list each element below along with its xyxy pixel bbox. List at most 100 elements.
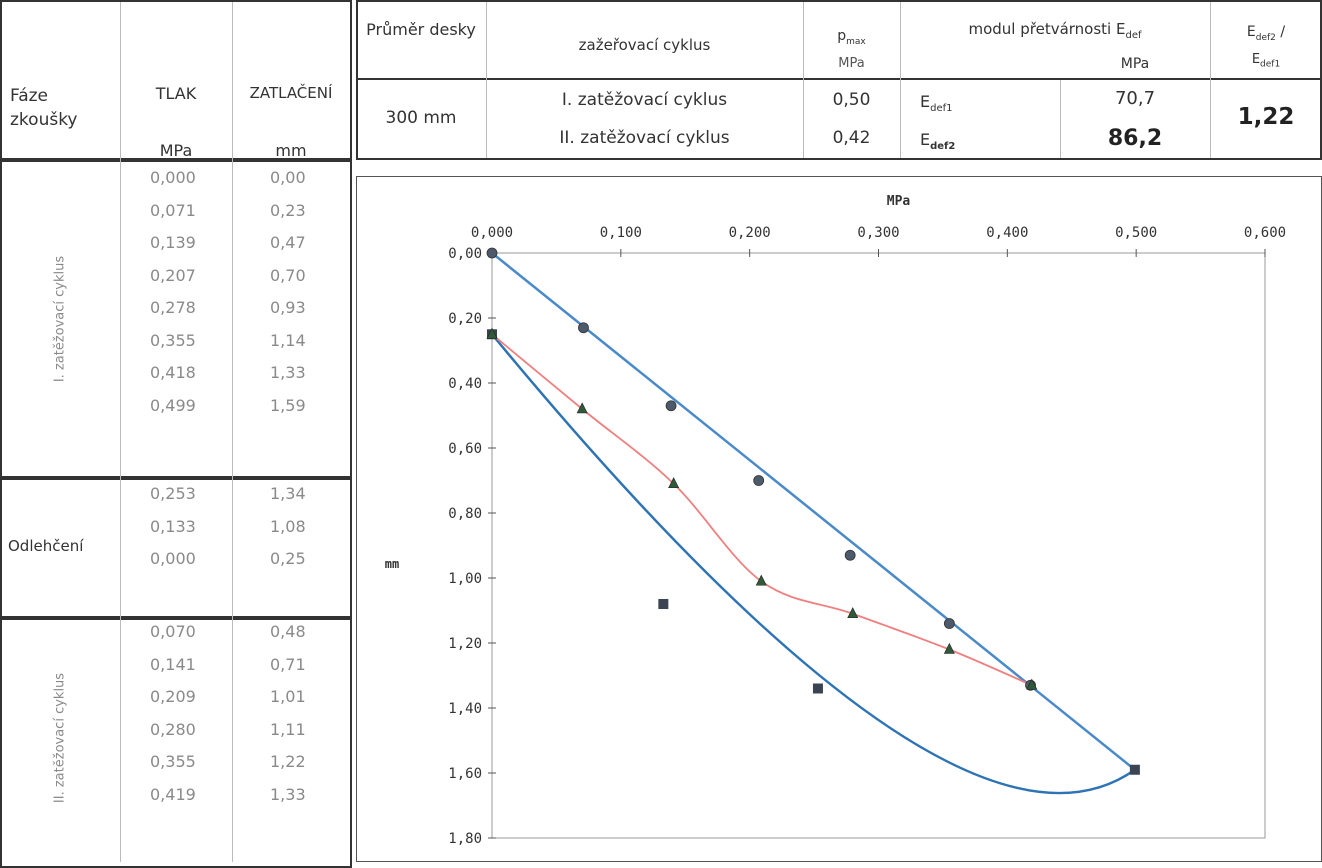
reload-point xyxy=(486,327,498,339)
pressure-unit: MPa xyxy=(159,141,193,160)
y-tick-label: 0,00 xyxy=(448,246,482,262)
x-tick-label: 0,200 xyxy=(729,225,771,241)
cycle1-name: I. zatěžovací cyklus xyxy=(561,90,728,110)
plate-header: Průměr desky xyxy=(366,20,476,39)
x-tick-label: 0,500 xyxy=(1115,225,1157,241)
table-cell-settlement: 1,34 xyxy=(270,484,306,503)
settlement-unit: mm xyxy=(275,141,307,160)
y-axis-label: mm xyxy=(385,557,399,571)
table-cell-pressure: 0,280 xyxy=(150,719,196,739)
table-cell-settlement: 1,11 xyxy=(270,719,306,739)
table-cell-settlement: 1,33 xyxy=(270,784,306,804)
table-cell-settlement: 0,00 xyxy=(270,168,306,187)
y-tick-label: 1,40 xyxy=(448,701,482,717)
pmax1-value: 0,50 xyxy=(832,90,871,110)
x-tick-label: 0,000 xyxy=(471,225,513,241)
load-point xyxy=(844,549,856,561)
load-point xyxy=(665,400,677,412)
x-tick-label: 0,100 xyxy=(600,225,642,241)
y-tick-label: 1,20 xyxy=(448,636,482,652)
unloading-curve xyxy=(491,333,1136,795)
plate-value: 300 mm xyxy=(385,108,457,128)
ratio-header-den: Edef1 xyxy=(1251,52,1281,70)
table-cell-settlement: 0,48 xyxy=(270,622,306,641)
table-cell-settlement: 0,93 xyxy=(270,298,306,317)
edef1-value: 70,7 xyxy=(1114,88,1156,109)
y-tick-label: 1,00 xyxy=(448,571,482,587)
pmax2-value: 0,42 xyxy=(832,128,871,148)
table-cell-settlement: 1,08 xyxy=(270,516,306,536)
table-cell-pressure: 0,000 xyxy=(150,168,196,187)
left-table-header-frame xyxy=(0,0,352,160)
cycle2-name: II. zatěžovací cyklus xyxy=(559,128,730,148)
x-tick-label: 0,300 xyxy=(857,225,899,241)
table-cell-pressure: 0,419 xyxy=(150,784,196,804)
table-cell-pressure: 0,070 xyxy=(150,622,196,641)
x-axis-label: MPa xyxy=(887,194,911,209)
table-cell-pressure: 0,133 xyxy=(150,516,196,536)
table-cell-pressure: 0,355 xyxy=(150,752,196,771)
summary-table xyxy=(356,0,1322,160)
reload-point xyxy=(847,607,859,619)
pmax-header: pmax xyxy=(837,28,866,47)
y-tick-label: 0,20 xyxy=(448,311,482,327)
cycle-header: zažeřovací cyklus xyxy=(578,36,711,54)
unload-point xyxy=(1129,764,1140,775)
reload-point xyxy=(1026,678,1038,690)
table-cell-pressure: 0,207 xyxy=(150,265,196,285)
reload-point xyxy=(668,477,680,489)
settlement-header: ZATLAČENÍ xyxy=(249,84,333,102)
table-cell-settlement: 0,23 xyxy=(270,200,306,220)
load-point xyxy=(578,322,589,334)
phase-header: Fáze zkoušky xyxy=(10,86,78,130)
unload-label: Odlehčení xyxy=(8,537,84,555)
y-tick-label: 1,80 xyxy=(448,831,482,847)
y-tick-label: 0,80 xyxy=(448,506,482,522)
modulus-header: modul přetvárnosti Edef xyxy=(968,20,1142,41)
cycle1-frame xyxy=(0,160,352,478)
load-point xyxy=(753,475,765,486)
unload-point xyxy=(812,683,823,694)
reload-point xyxy=(576,402,588,414)
table-cell-pressure: 0,499 xyxy=(150,395,196,415)
unload-point xyxy=(658,599,669,609)
table-cell-settlement: 1,01 xyxy=(270,687,306,706)
y-tick-label: 0,40 xyxy=(448,376,482,392)
x-tick-label: 0,600 xyxy=(1244,225,1286,241)
table-cell-pressure: 0,355 xyxy=(150,330,196,350)
edef2-label: Edef2 xyxy=(920,130,956,153)
edef1-label: Edef1 xyxy=(920,92,953,115)
ratio-header-num: Edef2 / xyxy=(1246,24,1286,43)
reloading-curve xyxy=(491,333,1033,687)
y-tick-label: 0,60 xyxy=(448,441,482,457)
pressure-header: TLAK xyxy=(155,84,197,103)
table-cell-settlement: 0,71 xyxy=(270,654,306,674)
table-cell-pressure: 0,139 xyxy=(150,233,196,252)
table-cell-settlement: 1,14 xyxy=(270,330,306,350)
table-cell-pressure: 0,418 xyxy=(150,363,196,382)
table-cell-settlement: 1,22 xyxy=(270,752,306,771)
table-cell-pressure: 0,278 xyxy=(150,298,196,317)
load-point xyxy=(486,247,498,259)
load-point xyxy=(943,618,955,629)
plot-area xyxy=(491,252,1266,839)
ratio-value: 1,22 xyxy=(1237,104,1295,130)
table-cell-pressure: 0,209 xyxy=(150,687,196,706)
table-cell-settlement: 0,47 xyxy=(270,233,306,252)
pmax-unit: MPa xyxy=(838,56,865,71)
table-cell-settlement: 0,70 xyxy=(270,265,306,285)
x-tick-label: 0,400 xyxy=(986,225,1028,241)
table-cell-pressure: 0,071 xyxy=(150,200,196,220)
table-cell-pressure: 0,141 xyxy=(150,654,196,674)
table-cell-pressure: 0,000 xyxy=(150,549,196,568)
reload-point xyxy=(943,642,955,654)
table-cell-settlement: 1,33 xyxy=(270,363,306,382)
unload-frame xyxy=(0,478,352,618)
edef2-value: 86,2 xyxy=(1107,126,1163,151)
reload-point xyxy=(755,574,767,586)
table-cell-settlement: 0,25 xyxy=(270,549,306,568)
modulus-unit: MPa xyxy=(1120,56,1150,72)
y-tick-label: 1,60 xyxy=(448,766,482,782)
table-cell-pressure: 0,253 xyxy=(150,484,196,503)
